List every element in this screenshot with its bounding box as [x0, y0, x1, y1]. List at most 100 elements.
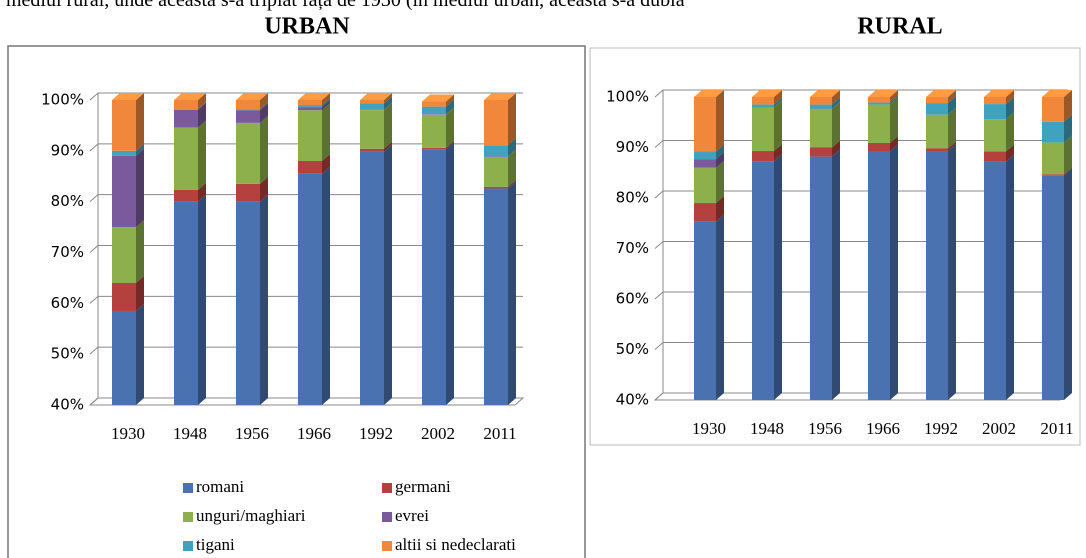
bar-segment: [810, 109, 832, 148]
bar-side: [716, 160, 724, 204]
y-tick-label: 60%: [51, 294, 84, 312]
bar-side: [508, 181, 516, 405]
bar-top: [484, 93, 516, 100]
bar-segment: [298, 107, 322, 111]
bar-side: [774, 154, 782, 400]
bar-segment: [236, 100, 260, 110]
bar-side: [446, 140, 454, 150]
bar-segment: [112, 155, 136, 228]
x-tick-label: 2011: [1040, 419, 1073, 438]
bar-side: [136, 303, 144, 405]
bar-side: [260, 93, 268, 110]
bar-side: [508, 149, 516, 187]
x-tick-label: 2002: [982, 419, 1016, 438]
y-tick-label: 100%: [41, 91, 84, 109]
bar-segment: [810, 97, 832, 105]
bar-side: [508, 179, 516, 189]
legend-label: evrei: [395, 506, 429, 525]
bar-top: [174, 93, 206, 100]
grid-diagonal: [89, 92, 99, 101]
bar-top: [236, 93, 268, 100]
x-tick-label: 1948: [173, 424, 207, 443]
y-tick-label: 50%: [51, 345, 84, 363]
bar-segment: [484, 156, 508, 187]
bar-top: [298, 93, 330, 100]
bar-side: [136, 143, 144, 156]
bar-segment: [298, 100, 322, 106]
bar-segment: [926, 97, 948, 104]
bar-side: [322, 154, 330, 174]
bar-segment: [484, 186, 508, 189]
bar-segment: [422, 114, 446, 148]
bar-top: [984, 90, 1014, 97]
bar-segment: [484, 145, 508, 157]
bar-segment: [360, 110, 384, 149]
bar-segment: [298, 173, 322, 405]
bar-segment: [810, 108, 832, 110]
bar-top: [422, 94, 454, 102]
bar-top: [810, 90, 840, 97]
bar-side: [260, 103, 268, 123]
bar-side: [948, 90, 956, 104]
bar-segment: [1042, 121, 1064, 143]
bar-segment: [360, 148, 384, 152]
legend-swatch: [382, 512, 392, 522]
rural-panel: [589, 47, 1081, 446]
bar-segment: [752, 107, 774, 108]
y-tick-label: 80%: [616, 189, 649, 207]
legend-label: altii si nedeclarati: [395, 535, 516, 554]
y-tick-label: 80%: [51, 192, 84, 210]
bar-segment: [694, 203, 716, 222]
bar-segment: [422, 149, 446, 405]
bar-segment: [926, 103, 948, 115]
y-tick-label: 90%: [616, 138, 649, 156]
legend-swatch: [183, 512, 193, 522]
bar-segment: [1042, 174, 1064, 176]
bar-segment: [1042, 175, 1064, 400]
bar-segment: [752, 104, 774, 108]
bar-segment: [360, 109, 384, 111]
x-tick-label: 1930: [111, 424, 145, 443]
bar-side: [716, 152, 724, 168]
bar-segment: [868, 142, 890, 152]
bar-side: [1064, 168, 1072, 400]
grid-diagonal: [654, 140, 664, 148]
bar-segment: [752, 161, 774, 400]
bar-side: [198, 93, 206, 110]
legend-swatch: [382, 541, 392, 551]
grid-diagonal: [89, 245, 99, 253]
x-tick-label: 1948: [750, 419, 784, 438]
bar-side: [446, 94, 454, 107]
bar-segment: [360, 103, 384, 110]
bar-side: [260, 102, 268, 111]
y-tick-label: 100%: [606, 88, 649, 106]
bar-segment: [810, 156, 832, 400]
bar-segment: [810, 104, 832, 109]
bar-side: [446, 99, 454, 115]
grid-diagonal: [654, 392, 664, 401]
legend-label: germani: [395, 477, 451, 496]
bar-side: [1064, 114, 1072, 143]
grid-diagonal: [654, 291, 664, 300]
legend-swatch: [382, 483, 392, 493]
bar-side: [260, 176, 268, 202]
bar-side: [446, 142, 454, 405]
bar-segment: [422, 106, 446, 115]
bar-side: [384, 93, 392, 104]
bar-side: [832, 149, 840, 400]
bar-side: [948, 96, 956, 115]
bar-segment: [112, 100, 136, 151]
bar-top: [694, 90, 724, 97]
bar-side: [774, 90, 782, 105]
bar-side: [832, 97, 840, 109]
bar-side: [322, 166, 330, 405]
urban-panel: [7, 45, 586, 558]
legend-swatch: [183, 483, 193, 493]
bar-segment: [984, 161, 1006, 400]
bar-side: [260, 194, 268, 405]
bar-side: [774, 100, 782, 152]
bar-segment: [484, 156, 508, 157]
bar-segment: [298, 161, 322, 174]
